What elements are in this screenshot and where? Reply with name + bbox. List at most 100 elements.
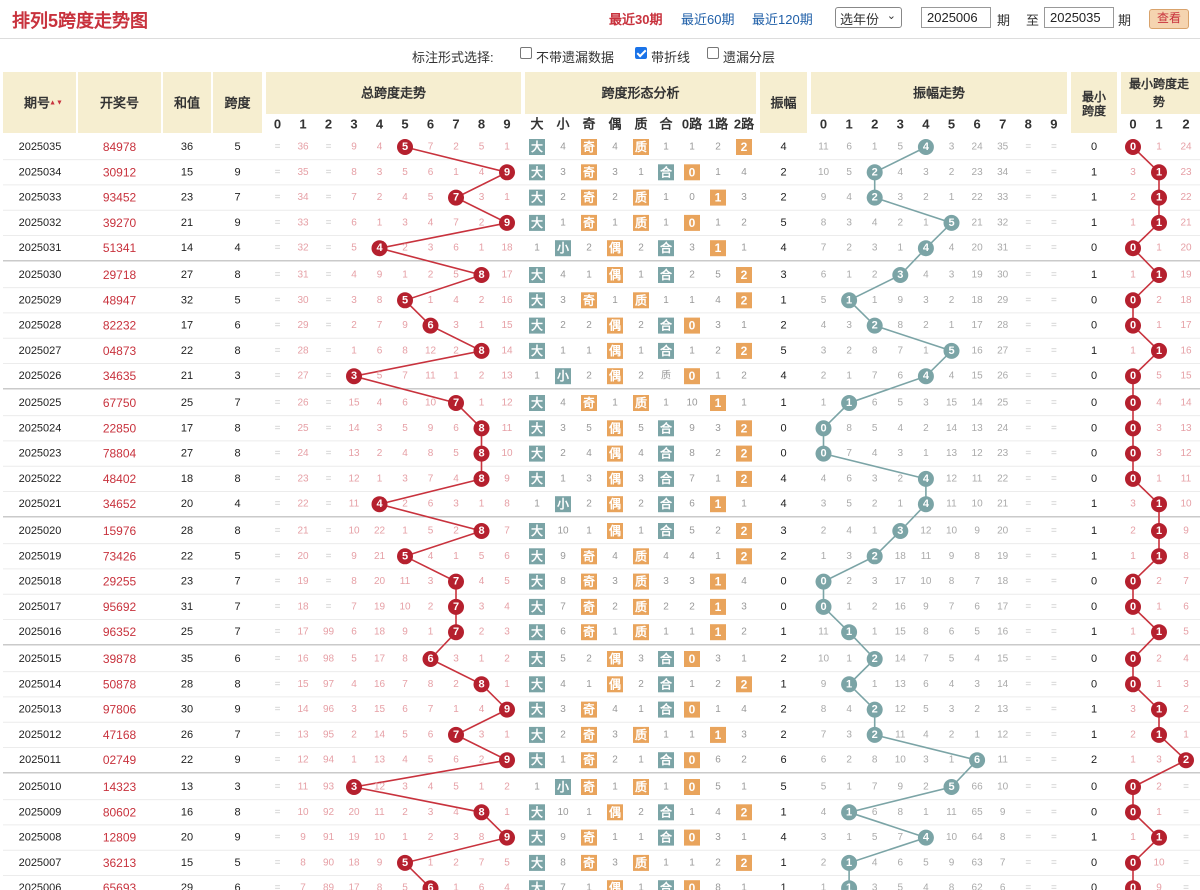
shape-hit-badge (736, 548, 752, 565)
sum-cell: 22 (181, 754, 193, 766)
span-omission: = (275, 807, 281, 818)
amp-omission: 2 (923, 423, 929, 434)
amplitude-cell: 5 (780, 217, 786, 229)
span-omission: 1 (402, 832, 408, 843)
amp-hit-digit: 4 (923, 141, 930, 153)
shape-omission: 4 (560, 142, 566, 153)
amp-omission: 26 (997, 371, 1009, 382)
min-hit-ball (1151, 829, 1167, 846)
amp-omission: = (1025, 807, 1031, 818)
checkbox-layered[interactable] (707, 47, 719, 59)
span-omission: 1 (479, 654, 485, 665)
shape-omission: 1 (741, 832, 747, 843)
shape-omission: 3 (560, 423, 566, 434)
span-hit-digit: 9 (504, 832, 510, 844)
amplitude-cell: 3 (780, 269, 786, 281)
span-omission: 18 (501, 243, 513, 254)
amp-omission: = (1051, 729, 1057, 740)
shape-omission: 1 (663, 295, 669, 306)
issue-cell: 2025017 (19, 601, 62, 613)
shape-omission: 3 (715, 320, 721, 331)
shape-hit-text: 偶 (609, 446, 621, 461)
span-omission: 1 (479, 499, 485, 510)
span-omission: 9 (351, 551, 357, 562)
amp-omission: 4 (846, 192, 852, 203)
span-omission: 3 (377, 423, 383, 434)
min-omission: 7 (1183, 576, 1189, 587)
amp-digit-header: 3 (897, 117, 904, 132)
period-60-link[interactable]: 最近60期 (681, 12, 735, 27)
shape-hit-text: 质 (635, 548, 647, 563)
amp-omission: 29 (997, 295, 1009, 306)
amp-omission: 24 (997, 423, 1009, 434)
shape-omission: 6 (715, 755, 721, 766)
span-omission: = (275, 217, 281, 228)
min-omission: = (1183, 807, 1189, 818)
shape-hit-badge (736, 139, 752, 155)
span-omission: = (326, 192, 332, 203)
year-select[interactable]: 选年份 ⌄ (835, 7, 902, 28)
min-hit-digit: 1 (1156, 832, 1162, 844)
span-hit-digit: 7 (453, 729, 459, 741)
amp-omission: 4 (949, 243, 955, 254)
span-hit-digit: 6 (427, 320, 433, 332)
span-omission: 6 (428, 729, 434, 740)
issue-cell: 2025006 (19, 882, 62, 890)
amp-hit-digit: 2 (872, 704, 878, 716)
to-issue-input[interactable]: 2025035 (1044, 7, 1114, 28)
shape-hit-badge (529, 214, 545, 231)
amp-omission: 2 (872, 270, 878, 281)
shape-hit-badge (529, 676, 545, 693)
span-omission: 27 (297, 371, 309, 382)
trend-lines (353, 146, 1188, 889)
span-cell: 3 (234, 370, 240, 382)
option-no-omission-label[interactable]: 不带遗漏数据 (536, 50, 615, 65)
span-hit-ball (499, 164, 515, 181)
shape-hit-badge (710, 624, 726, 641)
shape-hit-badge (710, 496, 726, 513)
shape-omission: 5 (715, 782, 721, 793)
amp-omission: 21 (972, 217, 984, 228)
span-hit-digit: 7 (453, 626, 459, 638)
amp-digit-header: 6 (973, 117, 980, 132)
amp-omission: = (1051, 576, 1057, 587)
shape-hit-badge (607, 880, 623, 890)
query-button[interactable]: 查看 (1149, 9, 1189, 29)
amp-omission: 1 (923, 217, 929, 228)
shape-omission: 2 (586, 499, 592, 510)
span-omission: 93 (323, 782, 335, 793)
period-120-link[interactable]: 最近120期 (752, 12, 813, 27)
span-omission: 6 (351, 217, 357, 228)
amp-omission: = (1025, 832, 1031, 843)
min-omission: 3 (1130, 704, 1136, 715)
shape-col-header: 偶 (608, 117, 621, 132)
checkbox-no-omission[interactable] (520, 47, 532, 59)
chevron-down-icon: ⌄ (886, 10, 896, 22)
from-issue-input[interactable]: 2025006 (921, 7, 991, 28)
period-30-link[interactable]: 最近30期 (609, 12, 663, 27)
shape-hit-text: 合 (660, 343, 673, 358)
span-omission: 8 (351, 167, 357, 178)
span-omission: 98 (323, 654, 335, 665)
shape-omission: 3 (638, 654, 644, 665)
span-omission: 90 (323, 857, 335, 868)
shape-omission: 4 (741, 576, 747, 587)
issue-cell: 2025008 (19, 832, 62, 844)
shape-hit-badge (736, 445, 752, 462)
span-omission: 11 (425, 371, 436, 382)
shape-hit-badge (736, 267, 752, 283)
option-layered-label[interactable]: 遗漏分层 (723, 50, 776, 65)
shape-hit-text: 大 (531, 523, 543, 538)
span-digit-header: 3 (350, 117, 357, 132)
checkbox-polyline[interactable] (635, 47, 647, 59)
amp-hit-digit: 3 (897, 525, 903, 537)
amp-omission: 3 (872, 473, 878, 484)
shape-hit-text: 合 (660, 318, 673, 333)
span-omission: 5 (453, 782, 459, 793)
shape-hit-badge (633, 854, 649, 871)
shape-hit-text: 合 (660, 830, 673, 845)
span-omission: 7 (377, 320, 383, 331)
amp-omission: = (1051, 142, 1057, 153)
option-polyline-label[interactable]: 带折线 (651, 50, 691, 65)
shape-hit-text: 合 (660, 496, 673, 511)
